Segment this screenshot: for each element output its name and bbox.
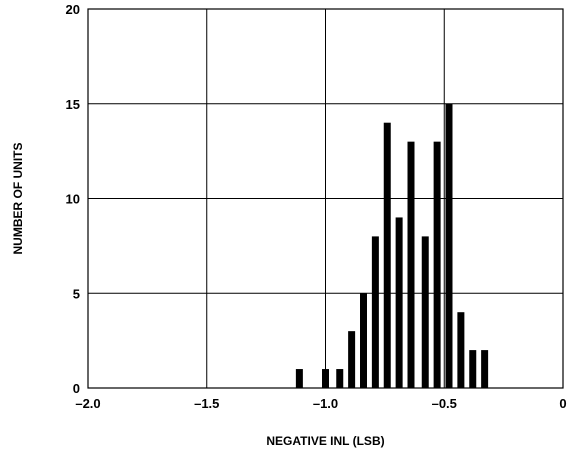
y-tick-label: 5 (73, 286, 80, 301)
histogram-bar (383, 122, 391, 388)
histogram-bar (336, 369, 344, 388)
histogram-bar (360, 293, 367, 388)
x-tick-label: –1.0 (313, 396, 338, 411)
y-tick-label: 15 (66, 97, 80, 112)
histogram-bar (371, 236, 379, 388)
y-tick-label: 0 (73, 381, 80, 396)
x-tick-label: –2.0 (75, 396, 100, 411)
histogram-bar (322, 369, 329, 388)
tick-labels: –2.0 –1.5 –1.0 –0.5 0 0 5 10 15 20 (66, 2, 567, 411)
histogram-bar (469, 350, 477, 388)
histogram-bar (445, 103, 453, 388)
y-axis-title: NUMBER OF UNITS (11, 143, 25, 255)
x-tick-label: –0.5 (432, 396, 457, 411)
y-tick-label: 10 (66, 192, 80, 207)
histogram-bar (457, 312, 465, 388)
histogram-bar (348, 331, 356, 388)
histogram-bar (421, 236, 429, 388)
x-tick-label: –1.5 (194, 396, 219, 411)
bars (295, 103, 489, 388)
histogram-bar (433, 141, 441, 388)
y-tick-label: 20 (66, 2, 80, 17)
grid-lines (87, 8, 564, 389)
histogram-bar (407, 141, 415, 388)
x-tick-label: 0 (559, 396, 566, 411)
histogram-bar (481, 350, 489, 388)
histogram-bar (395, 217, 403, 388)
histogram-bar (295, 369, 303, 388)
x-axis-title: NEGATIVE INL (LSB) (266, 434, 384, 448)
plot-frame (87, 8, 564, 389)
